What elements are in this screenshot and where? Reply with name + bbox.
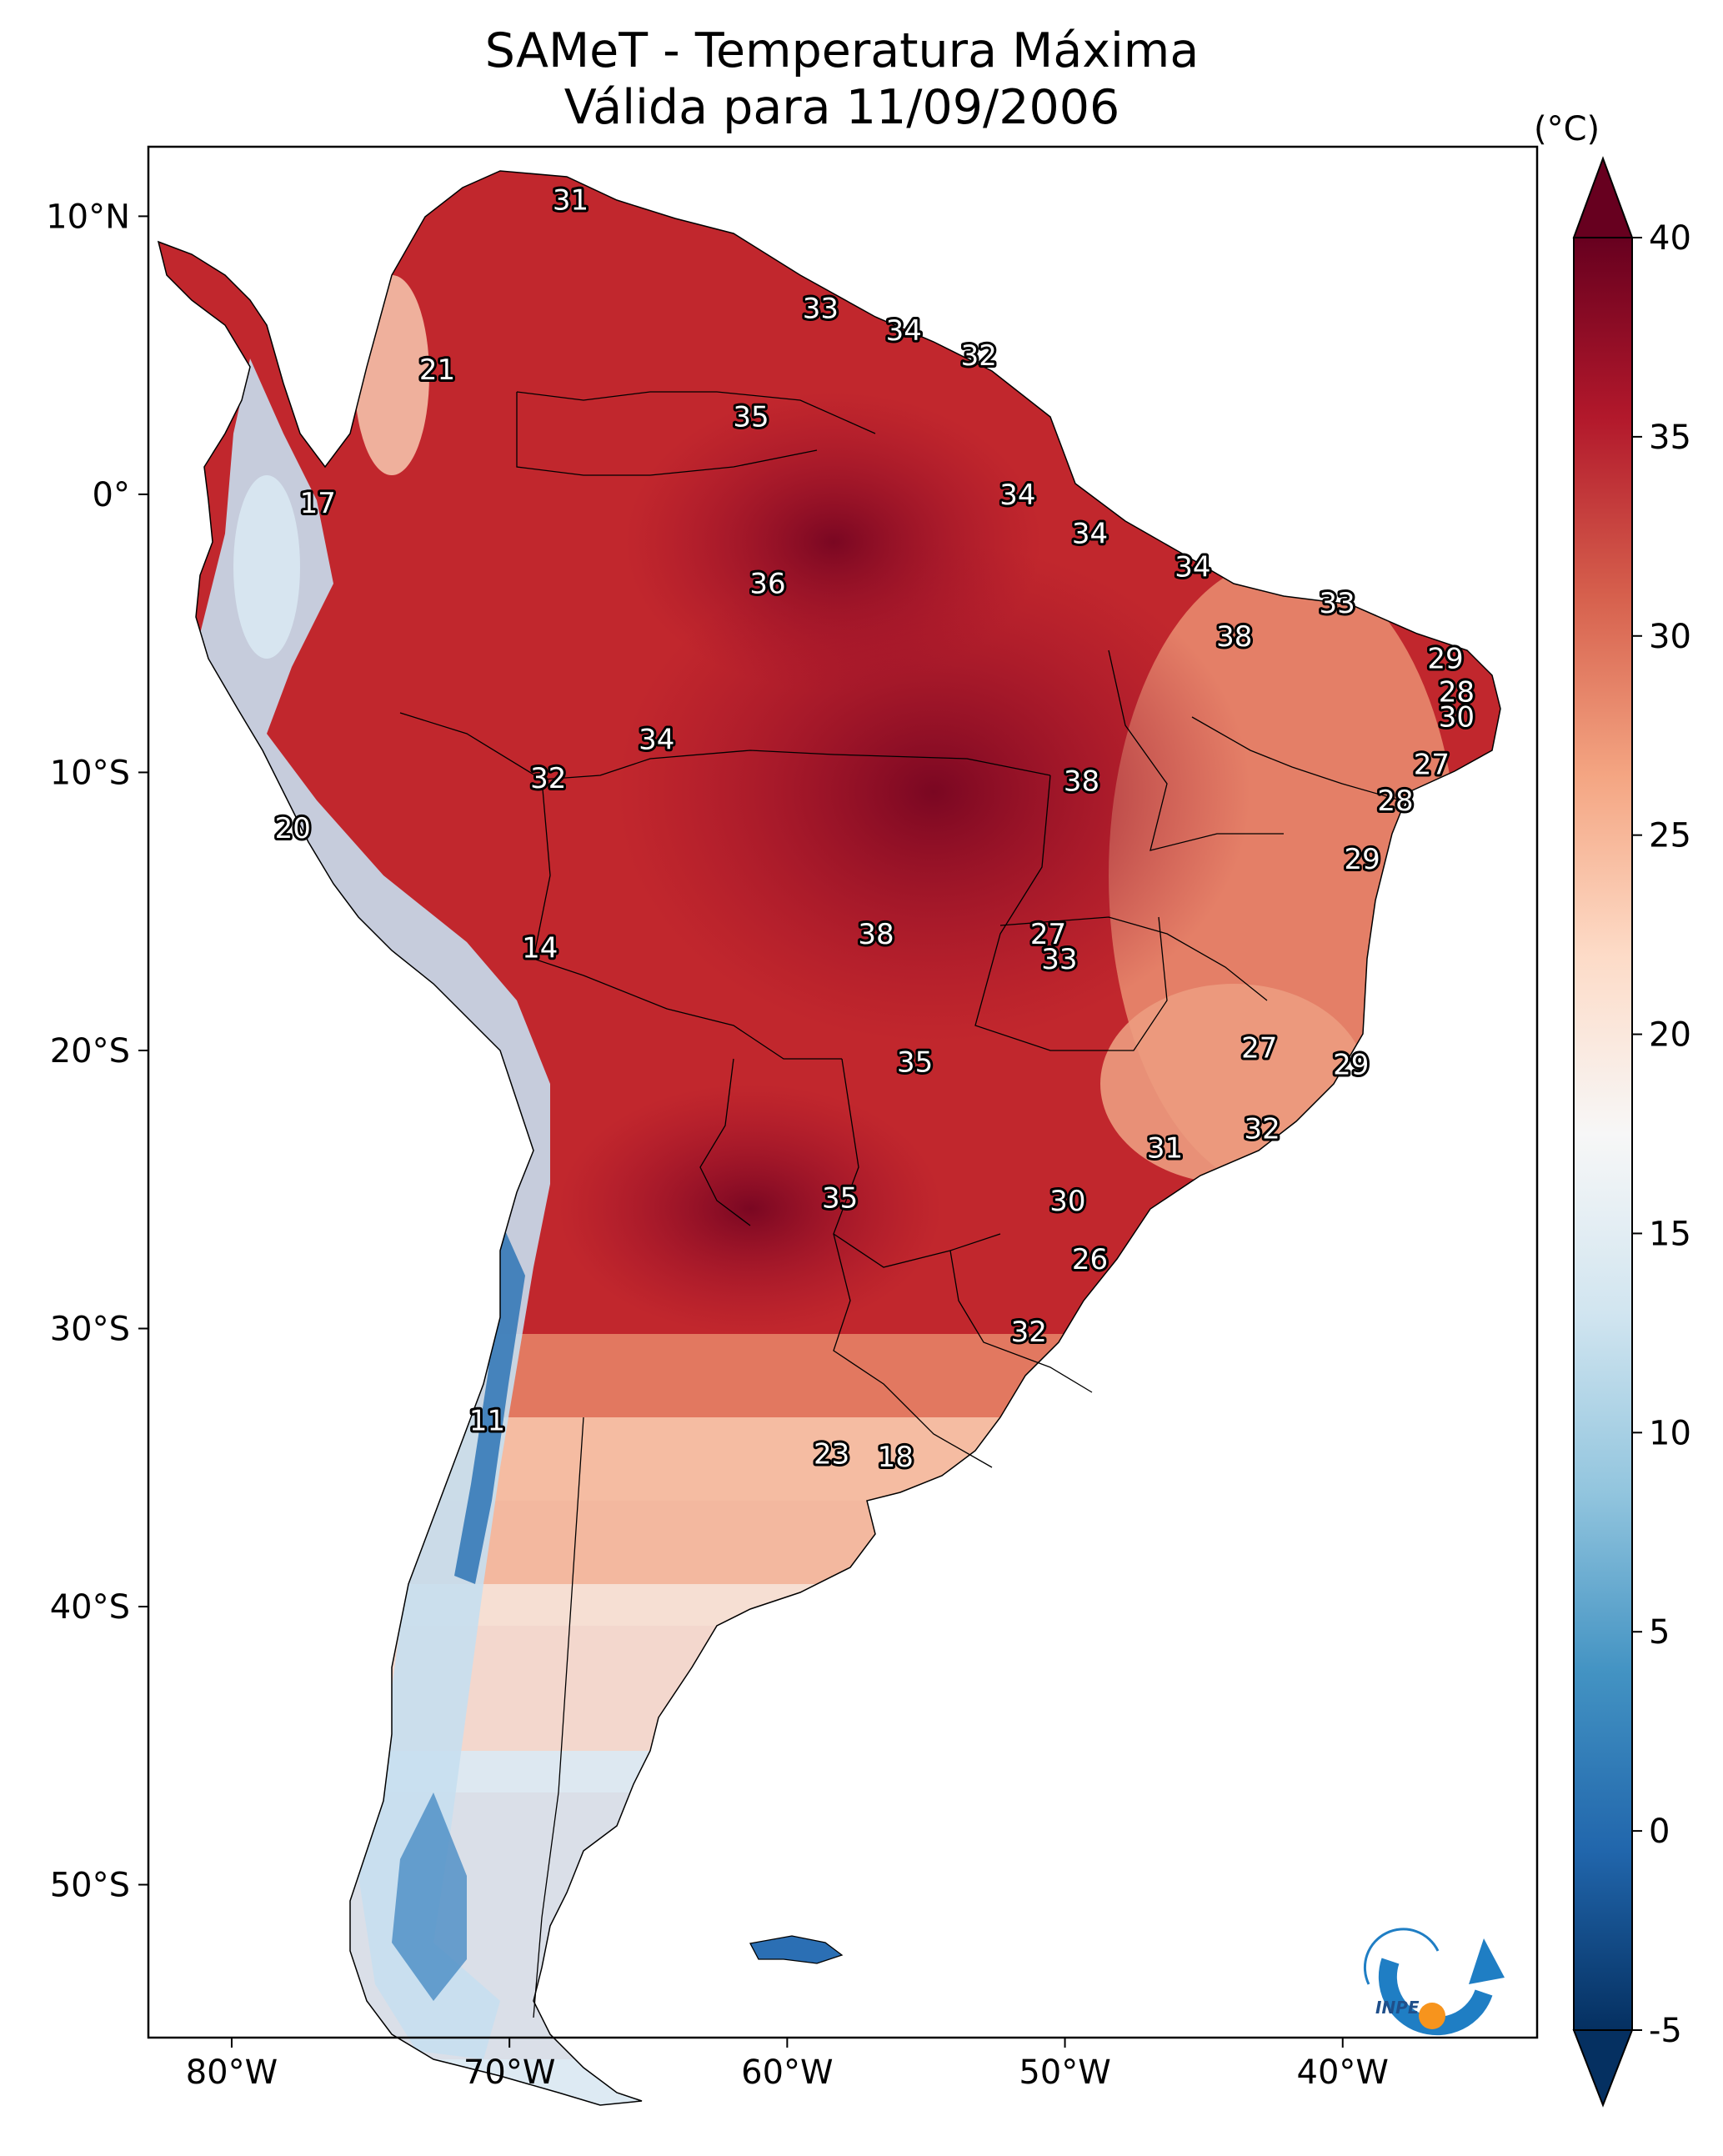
temperature-label: 38 <box>1216 620 1252 654</box>
temperature-label: 18 <box>878 1441 914 1474</box>
temperature-label: 29 <box>1427 643 1463 676</box>
temperature-label: 28 <box>1439 676 1475 709</box>
temperature-label: 35 <box>733 401 769 434</box>
temperature-label: 31 <box>553 183 589 217</box>
title-line-2: Válida para 11/09/2006 <box>563 80 1120 135</box>
inpe-logo: INPE <box>1363 1928 1505 2036</box>
temperature-label: 31 <box>1147 1132 1183 1166</box>
longitude-axis: 80°W 70°W 60°W 50°W 40°W <box>186 2038 1389 2092</box>
falkland-islands <box>749 1935 844 1964</box>
lat-tick-label: 20°S <box>50 1032 130 1070</box>
lon-tick-label: 50°W <box>1019 2053 1110 2092</box>
logo-arrow-icon <box>1469 1938 1505 1984</box>
temperature-label: 32 <box>530 762 566 795</box>
temperature-label: 17 <box>300 487 336 520</box>
colorbar-tick-label: 5 <box>1649 1613 1670 1652</box>
temperature-label: 27 <box>1241 1032 1277 1065</box>
lon-tick-label: 40°W <box>1297 2053 1389 2092</box>
colorbar-tick-label: 15 <box>1649 1215 1691 1253</box>
temperature-label: 34 <box>1175 551 1210 584</box>
lat-tick-label: 10°S <box>50 754 130 792</box>
lat-tick-label: 10°N <box>46 198 130 236</box>
temperature-label: 26 <box>1072 1243 1108 1276</box>
temperature-label: 20 <box>275 812 311 845</box>
temperature-label: 30 <box>1439 701 1475 735</box>
temperature-label: 34 <box>886 314 922 348</box>
colorbar-upper-arrow <box>1572 156 1634 238</box>
colorbar-tick-label: 35 <box>1649 419 1691 457</box>
colorbar-tick-label: 0 <box>1649 1813 1670 1851</box>
lon-tick-label: 80°W <box>186 2053 278 2092</box>
colorbar-lower-arrow <box>1572 2029 1634 2108</box>
temperature-label: 32 <box>1244 1112 1280 1146</box>
colorbar-tick-label: 10 <box>1649 1414 1691 1452</box>
temperature-label: 27 <box>1030 918 1066 951</box>
temperature-label: 33 <box>1041 943 1077 976</box>
colorbar-ticks: 40 35 30 25 20 15 10 5 0 -5 <box>1632 219 1691 2050</box>
temperature-label: 29 <box>1333 1049 1369 1082</box>
latitude-axis: 10°N 0° 10°S 20°S 30°S 40°S 50°S <box>46 198 148 1905</box>
colorbar-tick-label: 40 <box>1649 219 1691 258</box>
map-frame <box>147 145 1539 2039</box>
country-borders <box>399 391 1401 2018</box>
logo-dot <box>1419 2003 1445 2029</box>
colorbar-tick-label: -5 <box>1649 2012 1682 2050</box>
temperature-label: 35 <box>822 1182 858 1216</box>
temperature-label: 14 <box>522 932 558 965</box>
temperature-label: 34 <box>1072 518 1108 551</box>
lat-tick-label: 40°S <box>50 1588 130 1627</box>
temperature-label: 34 <box>999 479 1035 512</box>
temperature-label: 11 <box>469 1405 505 1438</box>
temperature-label: 30 <box>1049 1185 1085 1218</box>
temperature-label: 27 <box>1414 748 1450 781</box>
temperature-label: 32 <box>1011 1316 1047 1349</box>
colorbar-tick-label: 25 <box>1649 817 1691 855</box>
temperature-label: 28 <box>1377 785 1413 818</box>
temperature-label: 21 <box>419 353 455 387</box>
colorbar: 40 35 30 25 20 15 10 5 0 -5 <box>1572 156 1691 2108</box>
temperature-label: 34 <box>639 723 674 756</box>
lat-tick-label: 0° <box>93 476 130 514</box>
lat-tick-label: 50°S <box>50 1867 130 1905</box>
title-line-1: SAMeT - Temperatura Máxima <box>484 23 1200 78</box>
colorbar-tick-label: 30 <box>1649 618 1691 656</box>
lon-tick-label: 70°W <box>463 2053 555 2092</box>
lon-tick-label: 60°W <box>741 2053 833 2092</box>
logo-text: INPE <box>1375 1998 1420 2018</box>
temperature-label: 33 <box>1319 587 1355 620</box>
colorbar-unit: (°C) <box>1534 110 1600 148</box>
temperature-label: 33 <box>803 292 839 325</box>
temperature-label: 36 <box>749 568 785 601</box>
temperature-label: 38 <box>858 918 894 951</box>
temperature-label: 29 <box>1344 843 1380 876</box>
temperature-label: 32 <box>961 339 997 373</box>
temperature-label: 38 <box>1064 765 1099 798</box>
temperature-label: 23 <box>814 1438 849 1472</box>
lat-tick-label: 30°S <box>50 1311 130 1349</box>
temperature-label: 35 <box>897 1045 933 1079</box>
colorbar-tick-label: 20 <box>1649 1016 1691 1055</box>
